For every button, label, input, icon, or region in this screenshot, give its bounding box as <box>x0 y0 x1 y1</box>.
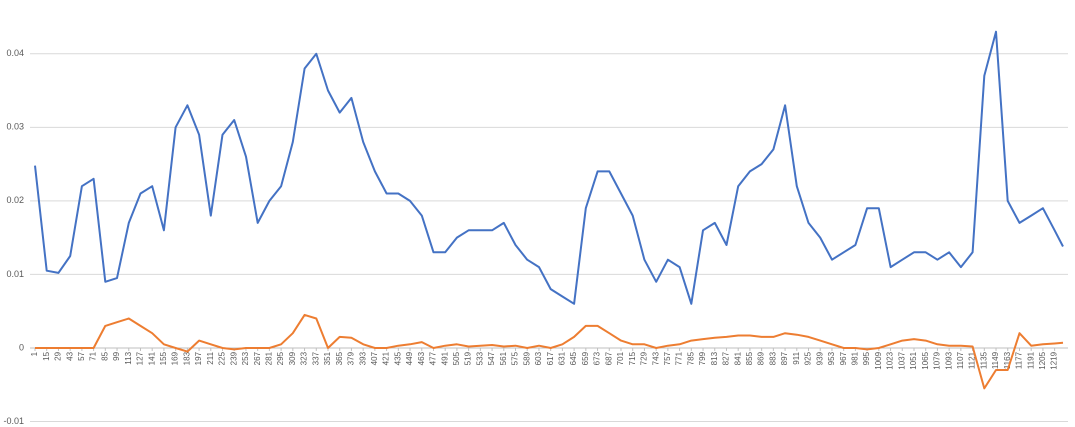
x-tick-label: 631 <box>558 351 567 365</box>
x-tick-label: 869 <box>757 351 766 365</box>
x-tick-label: 1023 <box>886 351 895 369</box>
x-tick-label: 393 <box>358 351 367 365</box>
x-tick-label: 491 <box>440 351 449 365</box>
x-tick-label: 617 <box>546 351 555 365</box>
x-tick-label: 673 <box>593 351 602 365</box>
x-tick-label: 1107 <box>956 351 965 369</box>
x-tick-label: 659 <box>581 351 590 365</box>
x-tick-label: 351 <box>323 351 332 365</box>
x-tick-label: 15 <box>42 351 51 360</box>
x-tick-label: 1093 <box>944 351 953 369</box>
x-tick-label: 295 <box>276 351 285 365</box>
x-tick-label: 1149 <box>991 351 1000 369</box>
x-tick-label: 1191 <box>1026 351 1035 369</box>
x-tick-label: 1205 <box>1038 351 1047 369</box>
line-series <box>34 30 1064 305</box>
x-tick-label: 533 <box>475 351 484 365</box>
x-tick-label: 715 <box>628 351 637 365</box>
x-tick-label: 967 <box>839 351 848 365</box>
y-tick-label: 0.04 <box>6 48 24 58</box>
x-tick-label: 309 <box>288 351 297 365</box>
y-tick-label: 0.01 <box>6 269 24 279</box>
x-tick-label: 1219 <box>1050 351 1059 369</box>
x-tick-label: 197 <box>194 351 203 365</box>
x-tick-label: 267 <box>253 351 262 365</box>
x-tick-label: 813 <box>710 351 719 365</box>
x-tick-label: 1163 <box>1003 351 1012 369</box>
x-tick-label: 141 <box>147 351 156 365</box>
x-tick-label: 575 <box>511 351 520 365</box>
x-tick-label: 1037 <box>897 351 906 369</box>
x-tick-label: 211 <box>206 351 215 364</box>
x-tick-label: 253 <box>241 351 250 365</box>
x-tick-label: 477 <box>429 351 438 365</box>
x-tick-label: 463 <box>417 351 426 365</box>
x-tick-label: 337 <box>311 351 320 365</box>
x-tick-label: 225 <box>218 351 227 365</box>
x-tick-label: 505 <box>452 351 461 365</box>
x-tick-label: 1177 <box>1015 351 1024 369</box>
x-tick-label: 1 <box>30 351 39 356</box>
x-tick-label: 127 <box>136 351 145 365</box>
x-tick-label: 169 <box>171 351 180 365</box>
x-tick-label: 981 <box>851 351 860 365</box>
x-tick-label: 827 <box>722 351 731 365</box>
x-tick-label: 113 <box>124 351 133 364</box>
x-tick-label: 99 <box>112 351 121 360</box>
x-tick-label: 435 <box>393 351 402 365</box>
x-tick-label: 1135 <box>979 351 988 369</box>
x-tick-label: 855 <box>745 351 754 365</box>
line-series <box>35 313 1064 390</box>
x-tick-label: 1065 <box>921 351 930 369</box>
x-tick-label: 841 <box>733 351 742 365</box>
x-tick-label: 281 <box>265 351 274 365</box>
x-tick-label: 365 <box>335 351 344 365</box>
x-tick-label: 883 <box>768 351 777 365</box>
x-tick-label: 421 <box>382 351 391 365</box>
x-tick-label: 911 <box>792 351 801 364</box>
y-tick-label: 0.02 <box>6 195 24 205</box>
x-tick-label: 1009 <box>874 351 883 369</box>
x-tick-label: 589 <box>522 351 531 365</box>
x-tick-label: 603 <box>534 351 543 365</box>
x-tick-label: 239 <box>229 351 238 365</box>
x-tick-label: 785 <box>686 351 695 365</box>
x-tick-label: 449 <box>405 351 414 365</box>
x-tick-label: 379 <box>347 351 356 365</box>
x-tick-label: 771 <box>675 351 684 365</box>
x-tick-label: 57 <box>77 351 86 360</box>
x-tick-label: 897 <box>780 351 789 365</box>
x-tick-label: 561 <box>499 351 508 365</box>
x-tick-label: 953 <box>827 351 836 365</box>
x-tick-label: 799 <box>698 351 707 365</box>
x-tick-label: 323 <box>300 351 309 365</box>
x-tick-label: 925 <box>804 351 813 365</box>
x-tick-label: 1051 <box>909 351 918 369</box>
x-tick-label: 43 <box>65 351 74 360</box>
x-tick-label: 757 <box>663 351 672 365</box>
x-tick-label: 85 <box>100 351 109 360</box>
y-tick-label: 0.03 <box>6 122 24 132</box>
x-tick-label: 687 <box>604 351 613 365</box>
x-tick-label: 29 <box>54 351 63 360</box>
x-tick-label: 645 <box>569 351 578 365</box>
x-tick-label: 183 <box>182 351 191 365</box>
x-tick-label: 407 <box>370 351 379 365</box>
x-tick-label: 995 <box>862 351 871 365</box>
x-tick-label: 1121 <box>968 351 977 369</box>
y-tick-label: 0 <box>19 342 24 352</box>
x-tick-label: 1079 <box>933 351 942 369</box>
x-tick-label: 701 <box>616 351 625 365</box>
x-tick-label: 743 <box>651 351 660 365</box>
x-tick-label: 729 <box>640 351 649 365</box>
y-tick-label: -0.01 <box>3 416 24 426</box>
x-tick-label: 155 <box>159 351 168 365</box>
x-tick-label: 547 <box>487 351 496 365</box>
x-tick-label: 939 <box>815 351 824 365</box>
x-tick-label: 519 <box>464 351 473 365</box>
x-tick-label: 71 <box>89 351 98 360</box>
